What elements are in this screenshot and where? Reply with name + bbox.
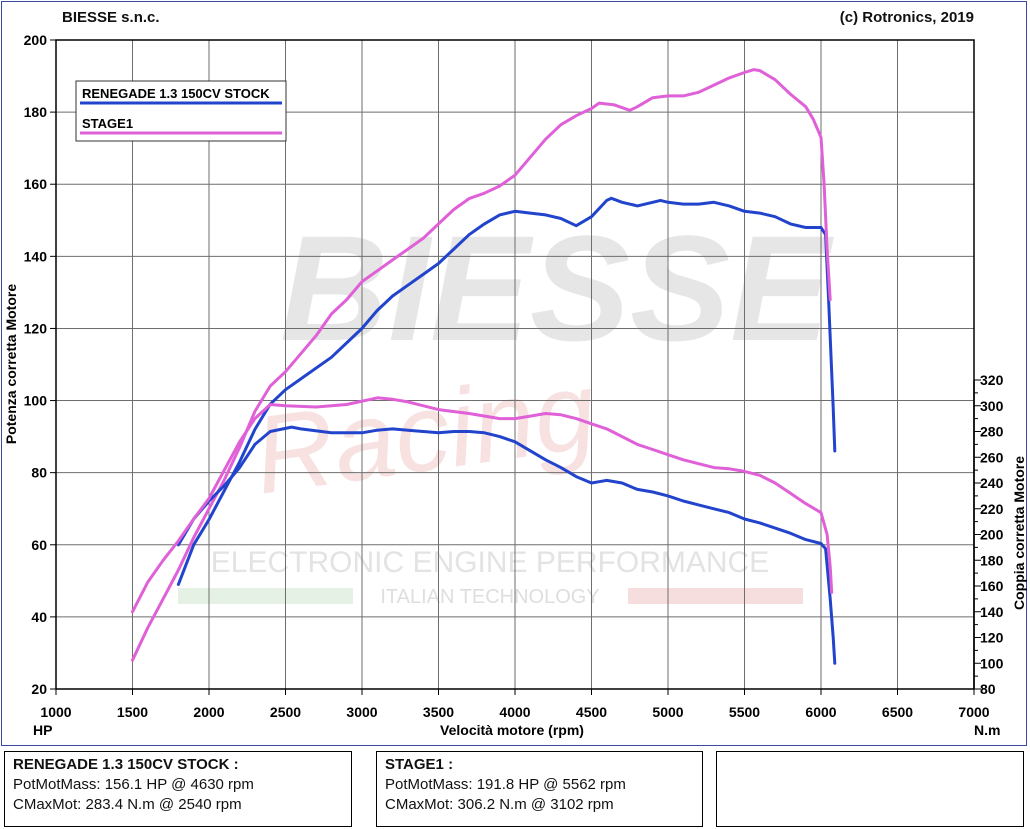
x-tick-label: 5000 bbox=[652, 704, 683, 720]
summary-power: PotMotMass: 191.8 HP @ 5562 rpm bbox=[385, 776, 626, 793]
y-right-tick-label: 120 bbox=[980, 630, 1004, 646]
y-right-tick-label: 320 bbox=[980, 372, 1004, 388]
torque-curve-renegade-1-3-150cv-stock bbox=[176, 425, 837, 665]
x-tick-label: 4000 bbox=[499, 704, 530, 720]
watermark-brand: BIESSE bbox=[280, 204, 834, 372]
legend-label: RENEGADE 1.3 150CV STOCK bbox=[82, 86, 270, 101]
y-right-tick-label: 140 bbox=[980, 604, 1004, 620]
y-left-tick-label: 20 bbox=[31, 681, 47, 697]
x-tick-label: 3500 bbox=[423, 704, 454, 720]
torque-curve-stage1 bbox=[131, 396, 834, 614]
chart-frame bbox=[1, 1, 1027, 746]
summary-torque: CMaxMot: 306.2 N.m @ 3102 rpm bbox=[385, 796, 614, 813]
y-left-tick-label: 160 bbox=[24, 176, 48, 192]
x-tick-label: 1500 bbox=[117, 704, 148, 720]
power-curve-stage1 bbox=[131, 68, 832, 662]
y-right-tick-label: 240 bbox=[980, 475, 1004, 491]
watermark-line1: ELECTRONIC ENGINE PERFORMANCE bbox=[211, 546, 769, 579]
left-unit-label: HP bbox=[33, 722, 52, 738]
summary-torque: CMaxMot: 283.4 N.m @ 2540 rpm bbox=[13, 796, 242, 813]
y-right-tick-label: 300 bbox=[980, 398, 1004, 414]
y-left-axis-label: Potenza corretta Motore bbox=[3, 284, 19, 444]
legend-label: STAGE1 bbox=[82, 116, 133, 131]
x-tick-label: 6000 bbox=[805, 704, 836, 720]
y-right-tick-label: 100 bbox=[980, 655, 1004, 671]
y-left-tick-label: 200 bbox=[24, 32, 48, 48]
y-right-tick-label: 260 bbox=[980, 449, 1004, 465]
y-right-tick-label: 220 bbox=[980, 501, 1004, 517]
x-tick-label: 4500 bbox=[576, 704, 607, 720]
y-right-tick-label: 200 bbox=[980, 527, 1004, 543]
copyright: (c) Rotronics, 2019 bbox=[839, 9, 974, 26]
x-tick-label: 2500 bbox=[270, 704, 301, 720]
summary-box-stock: RENEGADE 1.3 150CV STOCK : PotMotMass: 1… bbox=[4, 751, 352, 827]
watermark: BIESSE Racing ELECTRONIC ENGINE PERFORMA… bbox=[178, 204, 834, 608]
x-tick-label: 2000 bbox=[193, 704, 224, 720]
y-left-tick-label: 60 bbox=[31, 537, 47, 553]
company-name: BIESSE s.n.c. bbox=[62, 9, 160, 26]
x-axis-label: Velocità motore (rpm) bbox=[440, 722, 584, 738]
y-left-tick-label: 120 bbox=[24, 320, 48, 336]
y-right-tick-label: 160 bbox=[980, 578, 1004, 594]
y-right-axis-label: Coppia corretta Motore bbox=[1011, 456, 1027, 610]
x-tick-label: 7000 bbox=[958, 704, 989, 720]
x-tick-label: 1000 bbox=[40, 704, 71, 720]
summary-power: PotMotMass: 156.1 HP @ 4630 rpm bbox=[13, 776, 254, 793]
y-right-tick-label: 80 bbox=[980, 681, 996, 697]
summary-box-empty bbox=[716, 751, 1024, 827]
summary-box-stage1: STAGE1 : PotMotMass: 191.8 HP @ 5562 rpm… bbox=[376, 751, 703, 827]
y-left-tick-label: 80 bbox=[31, 465, 47, 481]
y-left-tick-label: 100 bbox=[24, 393, 48, 409]
watermark-flag-green bbox=[178, 588, 353, 604]
x-tick-label: 6500 bbox=[882, 704, 913, 720]
y-left-tick-label: 140 bbox=[24, 248, 48, 264]
legend: RENEGADE 1.3 150CV STOCK STAGE1 bbox=[75, 80, 287, 142]
power-curve-renegade-1-3-150cv-stock bbox=[176, 196, 837, 586]
summary-title: RENEGADE 1.3 150CV STOCK : bbox=[13, 756, 239, 773]
legend-box bbox=[75, 80, 287, 142]
right-unit-label: N.m bbox=[974, 722, 1000, 738]
x-tick-label: 3000 bbox=[346, 704, 377, 720]
y-left-tick-label: 40 bbox=[31, 609, 47, 625]
y-right-tick-label: 180 bbox=[980, 552, 1004, 568]
summary-title: STAGE1 : bbox=[385, 756, 454, 773]
y-right-tick-label: 280 bbox=[980, 424, 1004, 440]
watermark-line2: ITALIAN TECHNOLOGY bbox=[380, 586, 599, 608]
y-left-tick-label: 180 bbox=[24, 104, 48, 120]
dyno-chart: BIESSE Racing ELECTRONIC ENGINE PERFORMA… bbox=[3, 32, 1027, 738]
watermark-flag-red bbox=[628, 588, 803, 604]
x-tick-label: 5500 bbox=[729, 704, 760, 720]
